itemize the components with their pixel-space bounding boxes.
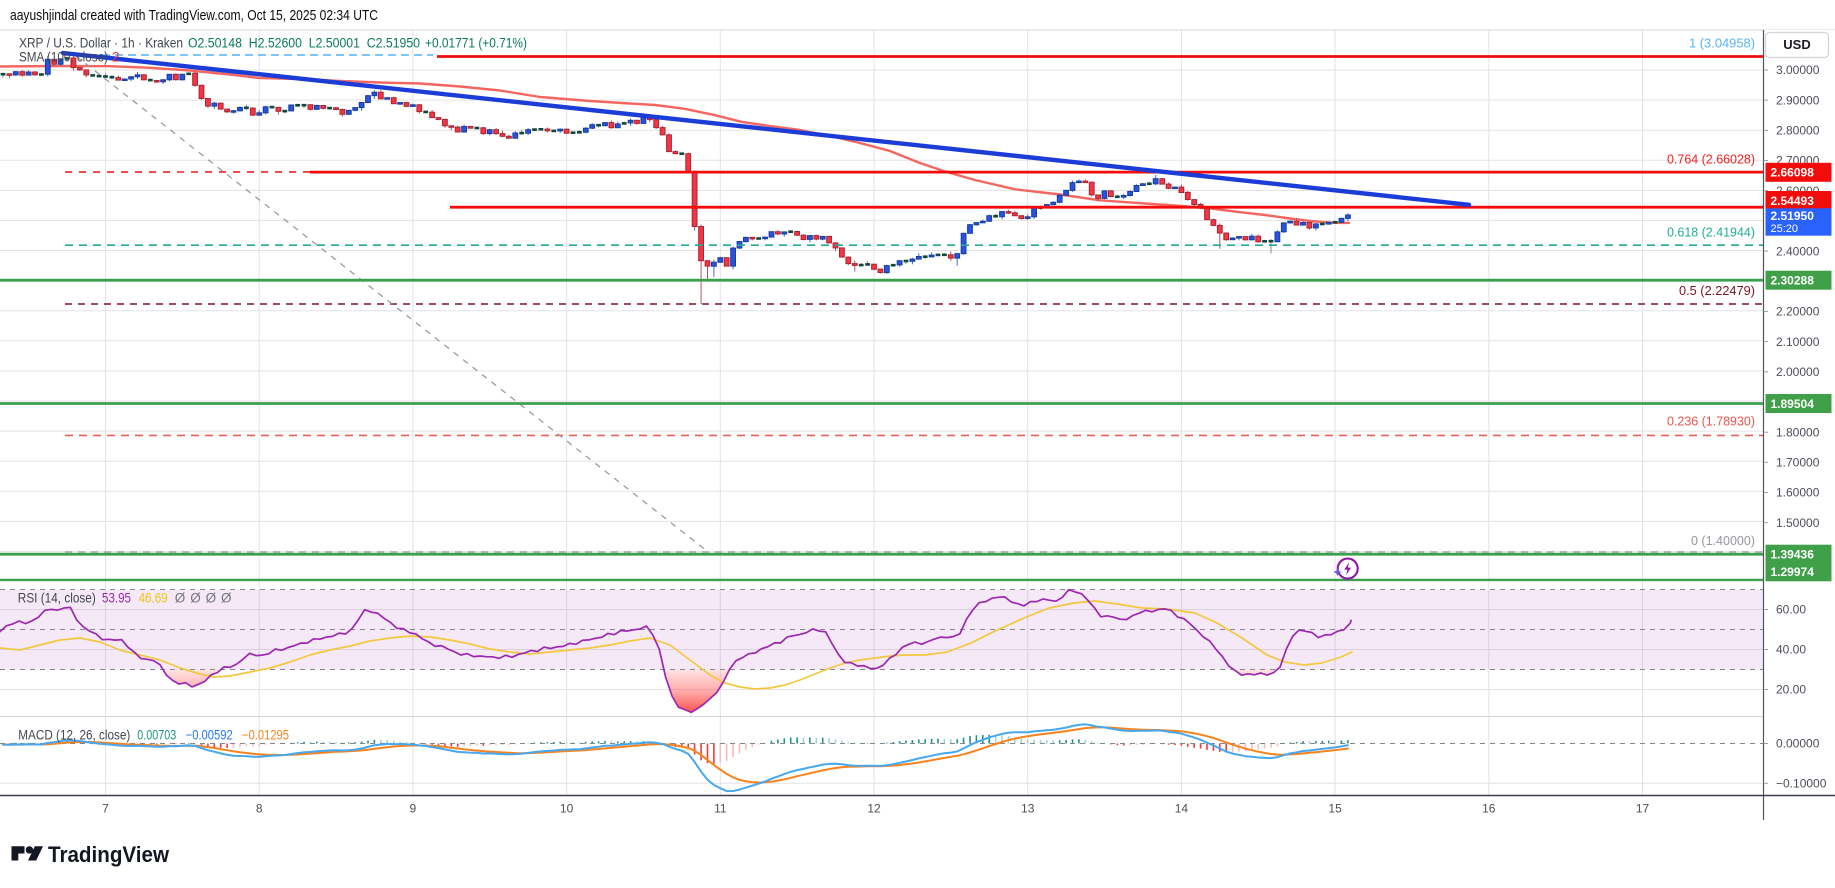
svg-text:17: 17 [1636, 802, 1650, 816]
svg-text:16: 16 [1482, 802, 1496, 816]
svg-text:1 (3.04958): 1 (3.04958) [1689, 37, 1755, 51]
svg-text:2.51950: 2.51950 [1771, 209, 1815, 223]
svg-text:1.39436: 1.39436 [1771, 548, 1815, 562]
svg-text:Ø: Ø [206, 590, 217, 605]
svg-text:2.90000: 2.90000 [1776, 93, 1820, 107]
svg-text:13: 13 [1021, 802, 1035, 816]
svg-text:USD: USD [1783, 37, 1810, 52]
svg-text:SMA (100, close): SMA (100, close) [19, 50, 108, 65]
svg-text:8: 8 [256, 802, 263, 816]
svg-text:11: 11 [714, 802, 727, 816]
svg-text:Ø: Ø [190, 590, 201, 605]
svg-text:2: 2 [112, 50, 120, 65]
svg-text:RSI (14, close): RSI (14, close) [18, 590, 96, 605]
svg-text:XRP / U.S. Dollar · 1h · Krake: XRP / U.S. Dollar · 1h · Kraken [19, 36, 183, 51]
svg-text:3.00000: 3.00000 [1776, 63, 1820, 77]
svg-text:7: 7 [102, 802, 109, 816]
svg-text:−0.00592: −0.00592 [186, 728, 233, 743]
svg-text:1.50000: 1.50000 [1776, 516, 1820, 530]
svg-text:TradingView: TradingView [48, 842, 169, 867]
svg-text:1.70000: 1.70000 [1776, 456, 1820, 470]
svg-text:Ø: Ø [221, 590, 232, 605]
svg-text:0 (1.40000): 0 (1.40000) [1691, 534, 1755, 548]
svg-text:1.80000: 1.80000 [1776, 425, 1820, 439]
svg-text:20.00: 20.00 [1776, 683, 1806, 697]
svg-text:9: 9 [410, 802, 417, 816]
svg-text:0.00000: 0.00000 [1776, 737, 1820, 751]
svg-text:0.5 (2.22479): 0.5 (2.22479) [1679, 284, 1755, 298]
svg-text:0.00703: 0.00703 [137, 728, 176, 743]
svg-text:12: 12 [867, 802, 881, 816]
svg-text:0.618 (2.41944): 0.618 (2.41944) [1667, 226, 1755, 240]
svg-text:0.764 (2.66028): 0.764 (2.66028) [1667, 153, 1755, 167]
svg-text:2.40000: 2.40000 [1776, 244, 1820, 258]
svg-text:MACD (12, 26, close): MACD (12, 26, close) [18, 728, 130, 743]
svg-text:aayushjindal created with Trad: aayushjindal created with TradingView.co… [10, 7, 378, 24]
svg-text:25:20: 25:20 [1771, 223, 1799, 235]
svg-text:Ø: Ø [175, 590, 186, 605]
svg-text:2.30288: 2.30288 [1771, 274, 1815, 288]
svg-text:−0.10000: −0.10000 [1776, 777, 1827, 791]
svg-text:46.69: 46.69 [139, 590, 168, 605]
svg-text:40.00: 40.00 [1776, 643, 1806, 657]
svg-text:+0.01771 (+0.71%): +0.01771 (+0.71%) [425, 36, 527, 51]
svg-text:15: 15 [1328, 802, 1342, 816]
svg-text:2.80000: 2.80000 [1776, 124, 1820, 138]
svg-text:0.236 (1.78930): 0.236 (1.78930) [1667, 415, 1755, 429]
svg-text:1.89504: 1.89504 [1771, 397, 1815, 411]
svg-text:O2.50148 H2.52600 L2.50001: O2.50148 H2.52600 L2.50001 C2.51950 [188, 36, 420, 51]
svg-text:10: 10 [560, 802, 574, 816]
svg-text:1.60000: 1.60000 [1776, 486, 1820, 500]
svg-text:2.20000: 2.20000 [1776, 305, 1820, 319]
svg-text:2.10000: 2.10000 [1776, 335, 1820, 349]
svg-text:14: 14 [1175, 802, 1189, 816]
svg-text:2.66098: 2.66098 [1771, 166, 1815, 180]
svg-text:1.29974: 1.29974 [1771, 565, 1815, 579]
svg-text:2.54493: 2.54493 [1771, 194, 1815, 208]
svg-text:−0.01295: −0.01295 [242, 728, 289, 743]
svg-text:2.00000: 2.00000 [1776, 365, 1820, 379]
svg-text:60.00: 60.00 [1776, 603, 1806, 617]
svg-text:53.95: 53.95 [102, 590, 131, 605]
